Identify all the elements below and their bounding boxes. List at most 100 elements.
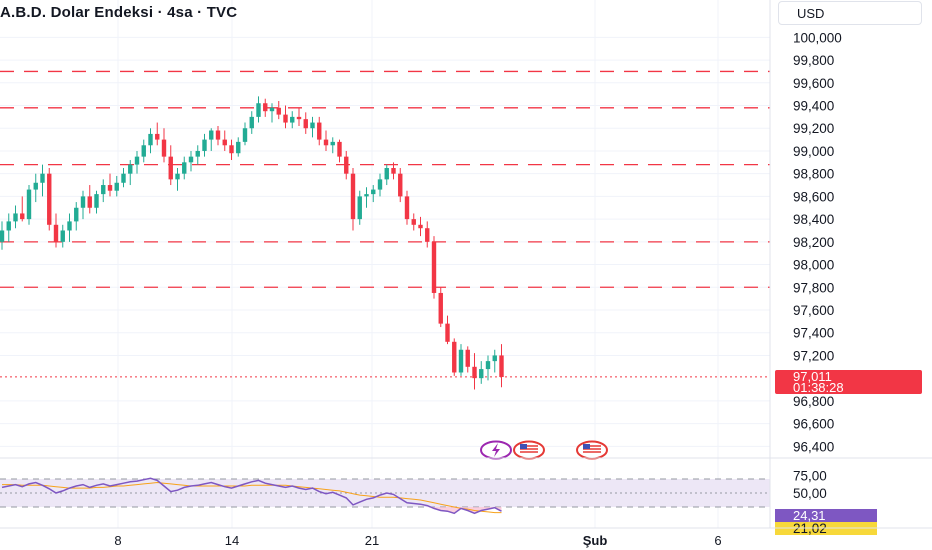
- candle-body[interactable]: [344, 156, 349, 174]
- candle-body[interactable]: [465, 349, 470, 367]
- candle-body[interactable]: [121, 173, 126, 183]
- candle-body[interactable]: [6, 221, 11, 231]
- time-axis[interactable]: 8 14 21 Şub 6: [0, 527, 932, 548]
- candle-body[interactable]: [94, 194, 99, 208]
- candle-body[interactable]: [87, 196, 92, 208]
- currency-selector[interactable]: USD: [778, 1, 922, 25]
- candle-body[interactable]: [161, 139, 167, 157]
- price-tick-label: 99,800: [793, 53, 834, 68]
- candle-body[interactable]: [47, 173, 52, 225]
- candle-body[interactable]: [40, 173, 45, 183]
- candle-body[interactable]: [155, 133, 160, 140]
- candle-body[interactable]: [134, 156, 140, 165]
- candle-body[interactable]: [101, 185, 106, 195]
- rsi-badge-bg: [775, 509, 877, 522]
- candle-body[interactable]: [357, 196, 362, 220]
- candlestick-series[interactable]: [0, 96, 504, 390]
- price-tick-label: 99,400: [793, 99, 834, 114]
- candle-body[interactable]: [384, 168, 389, 180]
- price-tick-label: 96,800: [793, 394, 834, 409]
- candle-body[interactable]: [364, 194, 369, 197]
- flag-canton: [520, 444, 527, 449]
- rsi-ma-line[interactable]: [2, 481, 502, 514]
- candle-body[interactable]: [53, 224, 59, 242]
- time-tick-label: 8: [114, 533, 121, 548]
- candle-body[interactable]: [182, 162, 187, 174]
- candle-body[interactable]: [283, 114, 288, 123]
- candle-body[interactable]: [74, 207, 79, 222]
- candle-body[interactable]: [141, 145, 146, 157]
- candle-body[interactable]: [418, 224, 423, 229]
- flash-event-icon[interactable]: [480, 440, 512, 460]
- candle-body[interactable]: [249, 116, 254, 129]
- candle-body[interactable]: [391, 168, 396, 174]
- lightning-icon: [492, 443, 500, 457]
- candle-body[interactable]: [479, 369, 484, 379]
- candle-body[interactable]: [330, 141, 335, 146]
- candle-body[interactable]: [404, 196, 410, 220]
- candle-body[interactable]: [310, 122, 315, 129]
- candle-body[interactable]: [175, 173, 180, 180]
- candle-body[interactable]: [290, 116, 295, 123]
- candle-body[interactable]: [337, 141, 342, 157]
- candle-body[interactable]: [499, 355, 504, 378]
- candle-body[interactable]: [229, 145, 234, 154]
- candle-body[interactable]: [67, 221, 72, 231]
- candle-body[interactable]: [492, 355, 497, 362]
- candle-body[interactable]: [26, 189, 32, 220]
- candle-body[interactable]: [168, 156, 173, 180]
- candle-body[interactable]: [20, 213, 25, 220]
- candle-body[interactable]: [202, 139, 207, 151]
- candle-body[interactable]: [431, 241, 437, 293]
- candle-body[interactable]: [256, 103, 261, 117]
- candle-body[interactable]: [114, 182, 119, 191]
- candle-body[interactable]: [222, 139, 227, 146]
- candle-body[interactable]: [296, 116, 302, 120]
- candle-body[interactable]: [0, 230, 5, 242]
- rsi-line[interactable]: [1, 477, 502, 515]
- candle-body[interactable]: [107, 185, 113, 191]
- candle-body[interactable]: [33, 182, 38, 190]
- price-tick-label: 100,000: [793, 30, 842, 45]
- candle-body[interactable]: [445, 323, 450, 342]
- price-tick-label: 98,200: [793, 235, 834, 250]
- candle-body[interactable]: [323, 139, 329, 146]
- price-tick-label: 96,600: [793, 417, 834, 432]
- candle-body[interactable]: [215, 130, 221, 140]
- rsi-pane[interactable]: [0, 457, 932, 515]
- price-axis[interactable]: 100,000 99,800 99,600 99,400 99,200 99,000 98,…: [769, 0, 922, 536]
- candle-body[interactable]: [377, 179, 383, 190]
- price-tick-label: 98,600: [793, 189, 834, 204]
- candle-body[interactable]: [276, 107, 281, 115]
- candle-body[interactable]: [350, 173, 356, 220]
- candle-body[interactable]: [80, 196, 86, 208]
- price-tick-label: 99,200: [793, 121, 834, 136]
- candle-body[interactable]: [236, 141, 241, 154]
- candle-body[interactable]: [438, 292, 443, 324]
- candle-body[interactable]: [148, 133, 153, 146]
- us-flag-event-icon[interactable]: [576, 440, 608, 460]
- candle-body[interactable]: [263, 103, 268, 112]
- candle-body[interactable]: [317, 122, 322, 140]
- candle-body[interactable]: [411, 219, 416, 225]
- candle-body[interactable]: [128, 164, 133, 174]
- candle-body[interactable]: [472, 366, 477, 379]
- candle-body[interactable]: [60, 230, 65, 242]
- us-flag-event-icon[interactable]: [513, 440, 545, 460]
- candle-body[interactable]: [303, 119, 308, 129]
- candle-body[interactable]: [188, 156, 194, 163]
- candle-body[interactable]: [425, 228, 430, 242]
- candle-body[interactable]: [13, 213, 18, 222]
- candle-body[interactable]: [242, 128, 248, 142]
- candle-body[interactable]: [458, 349, 464, 373]
- candle-body[interactable]: [371, 189, 376, 195]
- candle-body[interactable]: [398, 173, 403, 197]
- candle-body[interactable]: [485, 361, 491, 370]
- candle-body[interactable]: [269, 107, 275, 112]
- candle-body[interactable]: [209, 130, 214, 140]
- candle-body[interactable]: [452, 341, 457, 373]
- candle-body[interactable]: [195, 150, 200, 157]
- event-markers[interactable]: [480, 440, 608, 460]
